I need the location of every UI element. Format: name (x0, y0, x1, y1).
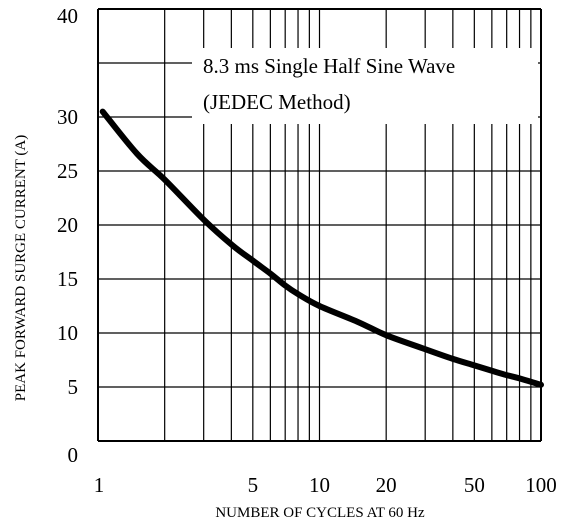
y-axis-label: PEAK FORWARD SURGE CURRENT (A) (13, 135, 29, 401)
annotation-line-2: (JEDEC Method) (203, 90, 351, 114)
x-tick-label: 5 (248, 473, 259, 497)
annotation-line-1: 8.3 ms Single Half Sine Wave (203, 54, 455, 78)
axes (97, 8, 542, 442)
y-tick-label: 5 (68, 375, 79, 399)
y-tick-label: 40 (57, 4, 78, 28)
x-tick-label: 20 (376, 473, 397, 497)
x-tick-label: 100 (525, 473, 557, 497)
y-tick-label: 15 (57, 267, 78, 291)
x-tick-label: 1 (94, 473, 105, 497)
y-tick-label: 0 (68, 443, 79, 467)
annotation: 8.3 ms Single Half Sine Wave (JEDEC Meth… (192, 48, 538, 124)
x-tick-label: 10 (309, 473, 330, 497)
x-axis-label: NUMBER OF CYCLES AT 60 Hz (215, 505, 425, 521)
y-tick-label: 25 (57, 159, 78, 183)
annotation-box (192, 48, 538, 124)
y-tick-label: 30 (57, 105, 78, 129)
x-tick-label: 50 (464, 473, 485, 497)
y-tick-label: 10 (57, 321, 78, 345)
y-tick-label: 20 (57, 213, 78, 237)
surge-current-curve (99, 108, 544, 388)
series-layer (99, 108, 544, 388)
